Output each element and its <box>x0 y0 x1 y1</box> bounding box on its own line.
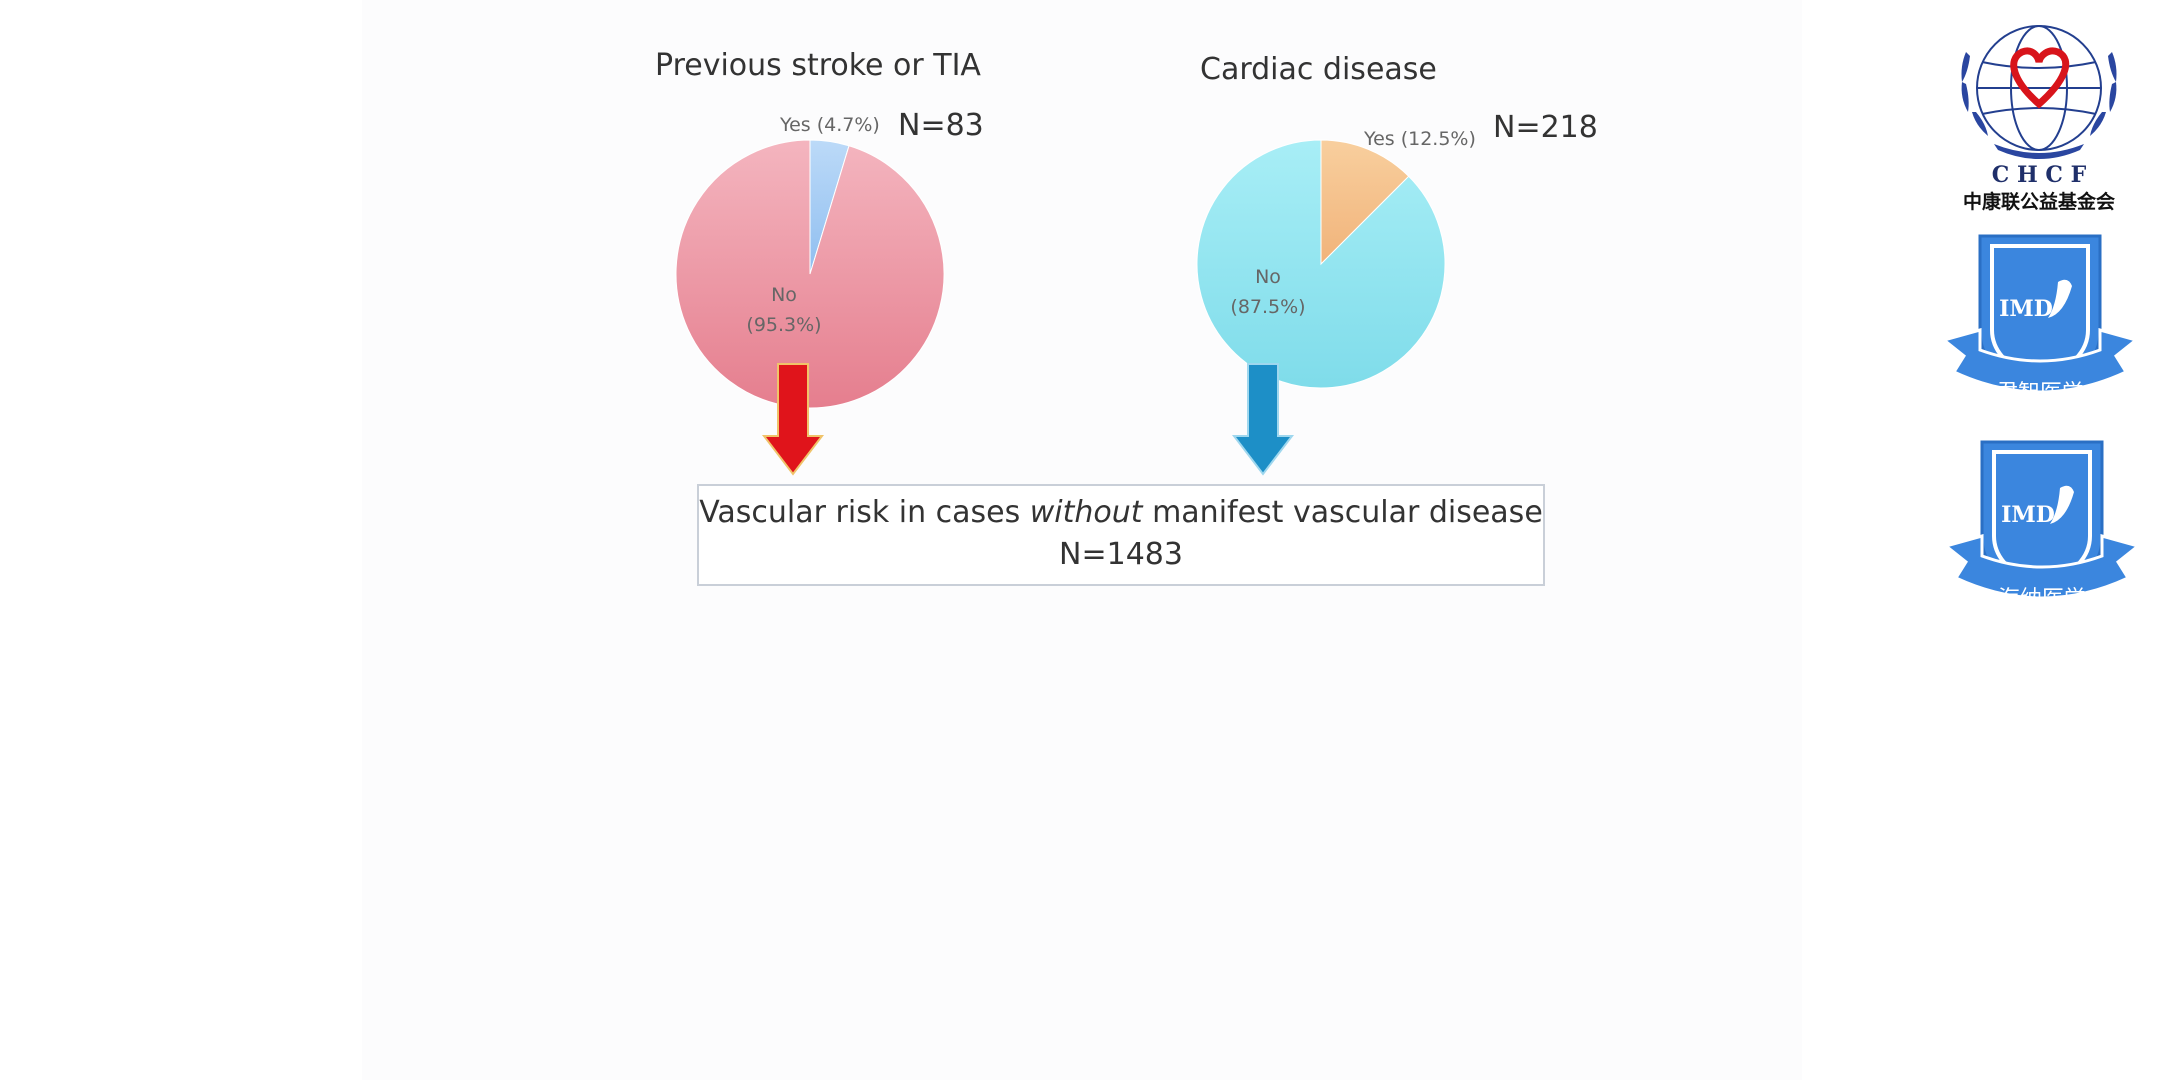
pie-no-label-cardiac: No (87.5%) <box>1224 262 1312 322</box>
result-box-n-label: N=1483 <box>1059 537 1183 572</box>
badge2-text: IMD <box>2001 502 2055 528</box>
badge2-ribbon: 海纳医学 <box>1998 587 2086 612</box>
pie-yes-label-stroke: Yes (4.7%) <box>780 114 880 136</box>
pie-yes-label-cardiac: Yes (12.5%) <box>1364 128 1476 150</box>
down-arrow-red <box>761 363 825 476</box>
chcf-logo-letters: C H C F <box>1992 162 2087 188</box>
n-label-cardiac: N=218 <box>1493 110 1598 145</box>
pie-slice-cardiac-yes <box>1320 139 1410 266</box>
result-text-emphasis: without <box>1029 495 1143 530</box>
pie-chart-stroke <box>675 139 945 409</box>
result-text-after: manifest vascular disease <box>1142 495 1543 530</box>
pie-no-label-stroke-line2: (95.3%) <box>746 314 822 336</box>
imd-badge-haina: IMD 海纳医学 <box>1942 440 2142 612</box>
badge1-ribbon: 君智医学 <box>1996 381 2084 406</box>
result-box: Vascular risk in cases without manifest … <box>697 484 1545 586</box>
imd-badge-junzhi: IMD 君智医学 <box>1940 234 2140 406</box>
chcf-logo-name: 中康联公益基金会 <box>1963 190 2115 212</box>
pie-no-label-cardiac-line2: (87.5%) <box>1230 296 1306 318</box>
down-arrow-blue <box>1231 363 1295 476</box>
chcf-logo: C H C F 中康联公益基金会 <box>1961 25 2117 212</box>
pie-no-label-cardiac-line1: No <box>1255 266 1281 288</box>
chart-title-stroke: Previous stroke or TIA <box>655 48 981 83</box>
pie-no-label-stroke: No (95.3%) <box>740 280 828 340</box>
chart-title-cardiac: Cardiac disease <box>1200 52 1437 87</box>
pie-chart-cardiac <box>1196 139 1446 389</box>
result-text-before: Vascular risk in cases <box>699 495 1030 530</box>
n-label-stroke: N=83 <box>898 108 984 143</box>
pie-no-label-stroke-line1: No <box>771 284 797 306</box>
badge1-text: IMD <box>1999 296 2053 322</box>
result-box-line1: Vascular risk in cases without manifest … <box>699 492 1543 534</box>
